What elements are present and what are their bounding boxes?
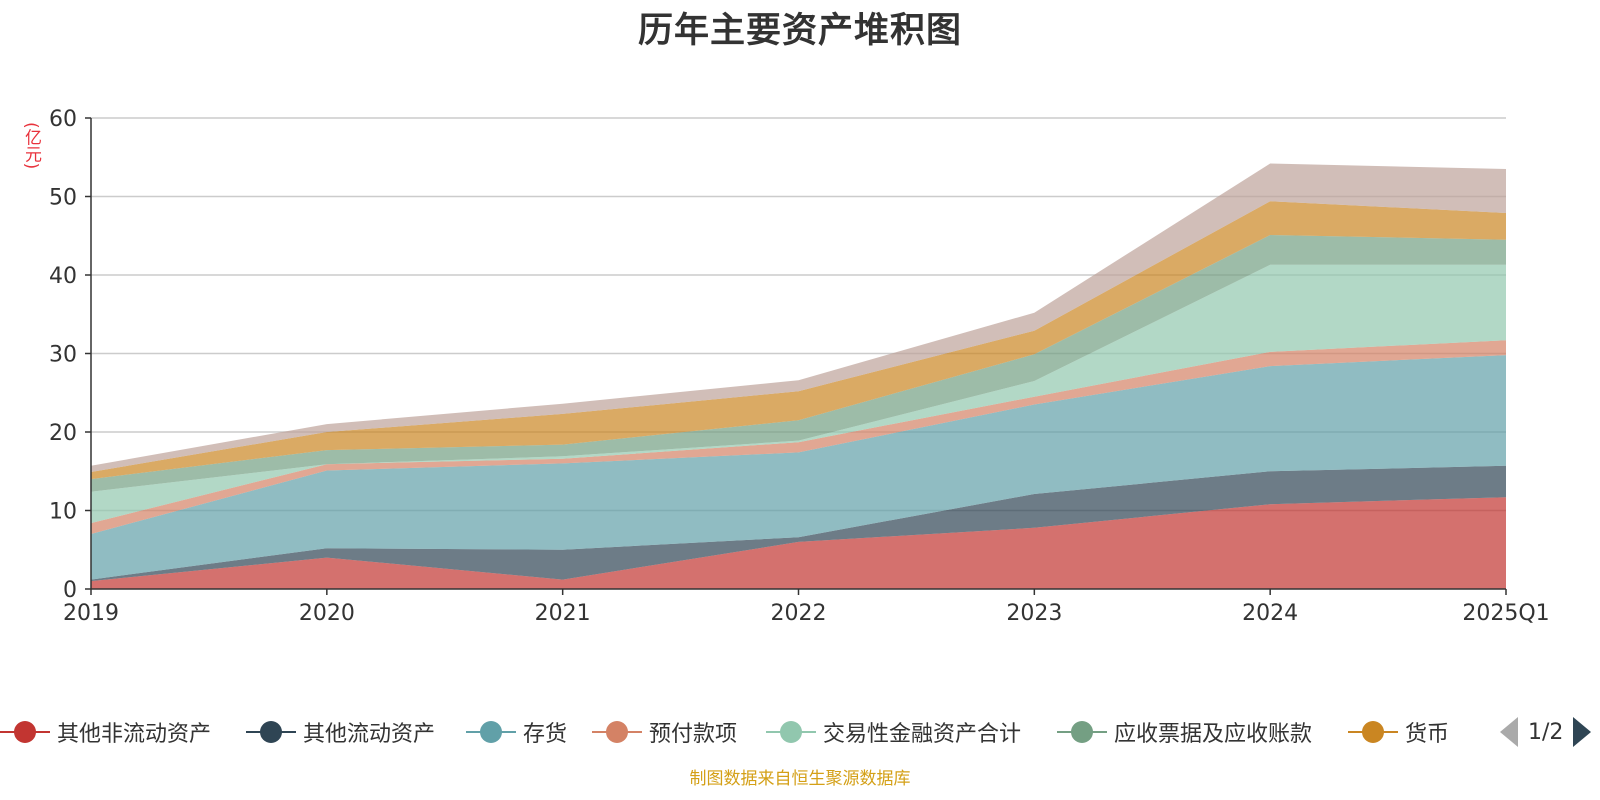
- legend-label: 交易性金融资产合计: [823, 722, 1022, 747]
- area-series-2[interactable]: [91, 465, 1506, 582]
- legend-item[interactable]: 货币: [1348, 714, 1449, 750]
- area-series-1[interactable]: [91, 497, 1506, 589]
- area-series-5[interactable]: [91, 264, 1506, 524]
- legend-marker-icon: [766, 714, 816, 750]
- legend-label: 存货: [523, 722, 568, 747]
- y-tick-label: 0: [63, 578, 77, 603]
- legend-item[interactable]: 其他非流动资产: [0, 714, 211, 750]
- legend-marker-icon: [466, 714, 516, 750]
- legend-page-indicator: 1/2: [1528, 719, 1564, 745]
- legend-marker-icon: [1057, 714, 1107, 750]
- x-tick-label: 2024: [1242, 601, 1298, 626]
- x-tick-label: 2023: [1006, 601, 1062, 626]
- axes: 0 10 20 30 40 50 60 2019 2020 2021 2022 2023 2024 202…: [49, 107, 1550, 626]
- legend-item[interactable]: 预付款项: [592, 714, 737, 750]
- legend-label: 预付款项: [649, 722, 738, 747]
- area-series[interactable]: [91, 163, 1506, 590]
- legend-label: 货币: [1405, 722, 1450, 747]
- y-tick-label: 20: [49, 421, 77, 446]
- chart-title: 历年主要资产堆积图: [637, 11, 962, 51]
- legend-item[interactable]: 其他流动资产: [246, 714, 435, 750]
- legend-label: 其他流动资产: [303, 722, 436, 747]
- x-tick-label: 2025Q1: [1462, 601, 1549, 626]
- area-series-7[interactable]: [91, 201, 1506, 480]
- x-tick-label: 2020: [299, 601, 355, 626]
- legend-pager: 1/2: [1500, 716, 1592, 748]
- x-tick-label: 2019: [63, 601, 119, 626]
- x-tick-label: 2021: [535, 601, 591, 626]
- legend-marker-icon: [1348, 714, 1398, 750]
- x-tick-label: 2022: [771, 601, 827, 626]
- legend-item[interactable]: 存货: [466, 714, 567, 750]
- legend-marker-icon: [592, 714, 642, 750]
- area-series-6[interactable]: [91, 235, 1506, 492]
- area-series-4[interactable]: [91, 340, 1506, 534]
- stacked-area-chart: 0 10 20 30 40 50 60 2019 2020 2021 2022 2023 2024 202…: [49, 107, 1550, 626]
- legend-label: 其他非流动资产: [57, 722, 212, 747]
- legend: 其他非流动资产 其他流动资产 存货 预付款项 交易性金融资产合计 应收票据及应收账款 货币: [0, 714, 1600, 750]
- legend-marker-icon: [246, 714, 296, 750]
- legend-item[interactable]: 交易性金融资产合计: [766, 714, 1021, 750]
- y-tick-label: 10: [49, 500, 77, 525]
- source-note: 制图数据来自恒生聚源数据库: [689, 769, 911, 789]
- legend-next-page-icon[interactable]: [1573, 717, 1592, 747]
- area-series-3[interactable]: [91, 355, 1506, 580]
- y-tick-label: 50: [49, 186, 77, 211]
- y-tick-label: 60: [49, 107, 77, 132]
- y-tick-label: 40: [49, 264, 77, 289]
- legend-item[interactable]: 应收票据及应收账款: [1057, 714, 1312, 750]
- y-tick-label: 30: [49, 343, 77, 368]
- area-series-8[interactable]: [91, 163, 1506, 473]
- legend-prev-page-icon[interactable]: [1500, 717, 1518, 747]
- legend-label: 应收票据及应收账款: [1114, 722, 1313, 747]
- legend-marker-icon: [0, 714, 50, 750]
- y-axis-unit-label: (亿元): [21, 122, 41, 170]
